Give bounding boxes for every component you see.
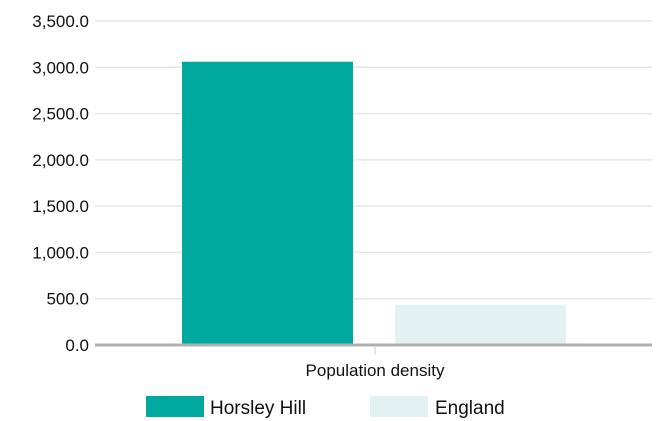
y-tick-label: 2,500.0: [32, 105, 89, 124]
y-tick-label: 0.0: [65, 336, 89, 355]
legend-swatch-england: [370, 396, 428, 417]
y-axis-tick-labels: 0.0 500.0 1,000.0 1,500.0 2,000.0 2,500.0 3,00…: [32, 12, 89, 355]
bars: [182, 61, 566, 345]
gridlines: [95, 20, 652, 300]
y-tick-label: 3,000.0: [32, 58, 89, 77]
category-label: Population density: [306, 361, 445, 380]
y-tick-label: 1,500.0: [32, 197, 89, 216]
legend-label-horsley-hill: Horsley Hill: [210, 398, 306, 419]
legend-label-england: England: [435, 398, 505, 419]
y-tick-label: 1,000.0: [32, 243, 89, 262]
legend-swatch-horsley-hill: [146, 396, 204, 417]
y-tick-label: 3,500.0: [32, 12, 89, 31]
bar-horsley-hill: [182, 61, 353, 345]
y-tick-label: 500.0: [46, 290, 89, 309]
legend: Horsley Hill England: [146, 396, 505, 419]
y-tick-label: 2,000.0: [32, 151, 89, 170]
bar-england: [395, 304, 566, 345]
x-axis: Population density: [95, 343, 652, 380]
